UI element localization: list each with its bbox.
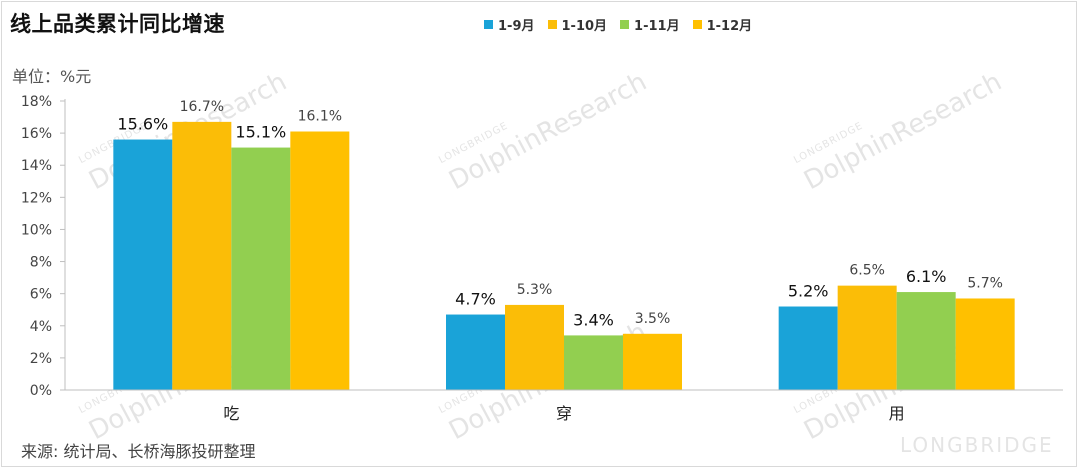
y-tick-label: 16% [21,126,52,142]
value-label: 5.7% [967,275,1003,291]
bar-1-2 [446,314,505,390]
bar-4-1 [290,131,350,390]
x-axis: 吃穿用 [65,389,1063,423]
legend-item-4: 1-12月 [692,15,753,34]
value-label: 6.5% [849,263,885,279]
bars-layer [113,121,1015,390]
bar-3-1 [231,147,291,390]
y-tick-label: 12% [21,190,52,206]
y-tick-label: 2% [30,351,52,367]
watermark-brand: DolphinResearch [444,67,652,196]
source-note: 来源: 统计局、长桥海豚投研整理 [21,442,256,461]
value-labels: 15.6% 16.7% 15.1% 16.1% 4.7% 5.3% 3.4% 3.5% 5.2%… [117,99,1003,330]
bar-2-3 [837,285,897,390]
legend-swatch-1 [484,19,493,29]
unit-label: 单位：%元 [12,67,92,86]
legend-item-3: 1-11月 [620,15,680,34]
legend-label-2: 1-10月 [561,18,608,34]
legend-label-4: 1-12月 [706,18,753,34]
bar-3-3 [896,292,956,390]
value-label: 5.2% [788,282,829,301]
legend: 1-9月 1-10月 1-11月 1-12月 [484,14,765,34]
value-label: 3.4% [573,310,614,329]
value-label: 16.7% [180,99,224,115]
legend-swatch-4 [692,19,702,29]
value-label: 4.7% [455,290,496,309]
bar-3-2 [564,335,623,390]
y-tick-label: 14% [21,158,52,174]
x-tick-label: 吃 [223,404,239,423]
bar-2-2 [505,304,564,390]
chart-title: 线上品类累计同比增速 [10,12,225,36]
x-tick-label: 穿 [556,404,572,423]
y-tick-label: 0% [30,383,52,399]
watermark-corner: LONGBRIDGE [900,433,1054,457]
value-label: 5.3% [517,282,553,298]
x-tick-label: 用 [889,404,905,423]
watermark-brand: DolphinResearch [799,67,1007,196]
legend-swatch-3 [620,19,630,29]
bar-2-1 [172,121,232,390]
y-tick-label: 6% [30,287,52,303]
value-label: 15.1% [235,123,286,142]
value-label: 3.5% [635,311,671,327]
value-label: 15.6% [117,115,168,134]
value-label: 16.1% [298,109,342,125]
bar-4-2 [623,333,682,390]
legend-swatch-2 [547,19,557,29]
bar-4-3 [955,298,1015,390]
y-tick-label: 8% [30,255,52,271]
value-label: 6.1% [906,267,947,286]
bar-1-3 [778,306,838,390]
y-tick-label: 4% [30,319,52,335]
legend-label-3: 1-11月 [634,18,680,34]
legend-item-2: 1-10月 [547,15,608,34]
legend-label-1: 1-9月 [498,18,535,34]
y-tick-label: 10% [21,222,52,238]
bar-1-1 [113,139,173,390]
y-tick-label: 18% [21,94,52,110]
y-axis: 0% 2% 4% 6% 8% 10% 12% 14% 16% 18% [21,94,66,399]
legend-item-1: 1-9月 [484,15,535,34]
